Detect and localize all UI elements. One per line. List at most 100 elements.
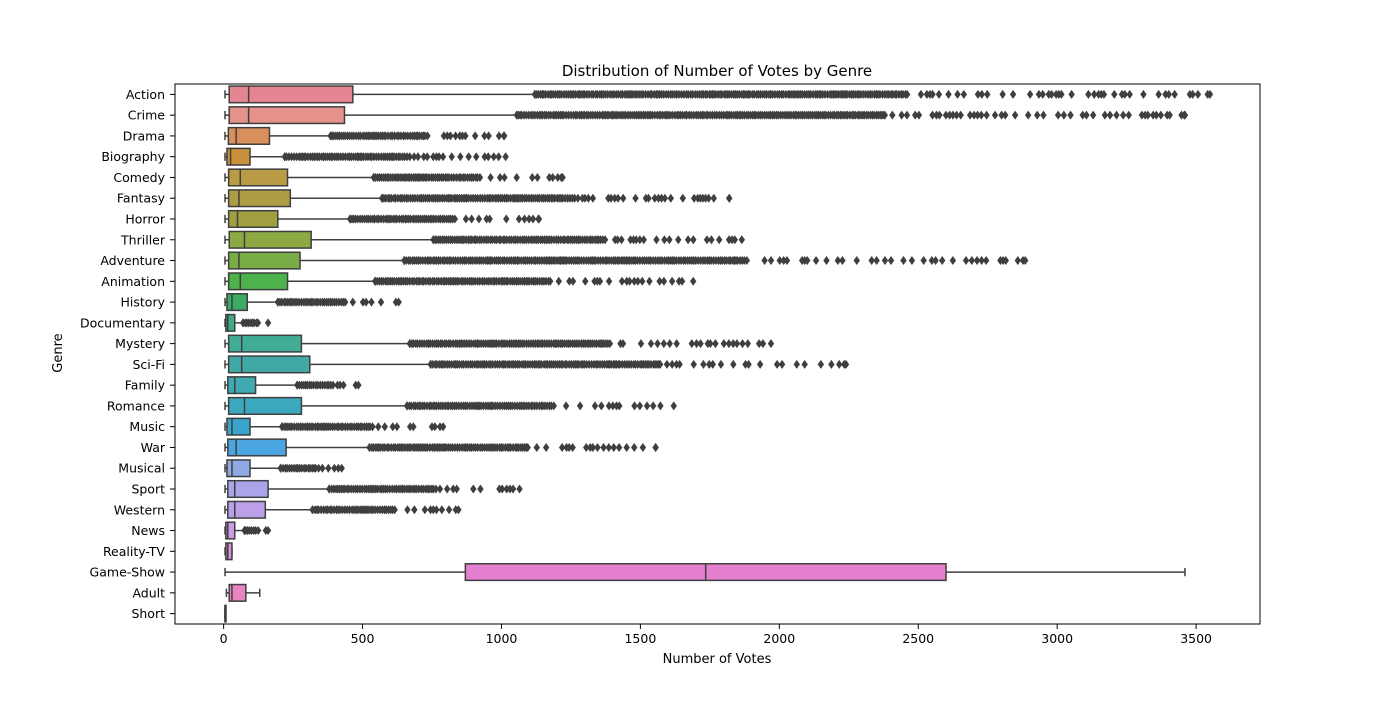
outlier-point (377, 297, 385, 307)
outlier-point (529, 214, 537, 224)
outlier-point (457, 152, 464, 162)
outlier-point (656, 276, 663, 286)
outlier-point (605, 276, 613, 286)
y-tick-label: Game-Show (90, 565, 165, 580)
outlier-point (647, 339, 655, 349)
outlier-point (920, 256, 927, 266)
y-tick-label: Drama (123, 128, 165, 143)
outlier-point (534, 172, 541, 182)
y-tick-label: Musical (118, 461, 165, 476)
y-tick-label: Documentary (80, 315, 166, 330)
outlier-point (609, 401, 617, 411)
x-tick-label: 500 (351, 631, 375, 646)
outlier-point (319, 463, 326, 473)
outlier-point (668, 359, 676, 369)
outlier-point (369, 422, 376, 432)
outlier-point (498, 484, 506, 494)
x-tick-label: 2000 (763, 631, 795, 646)
outlier-point (495, 131, 503, 141)
outlier-point (636, 235, 644, 245)
outlier-point (569, 442, 576, 452)
outlier-point (839, 256, 846, 266)
outlier-point (1100, 89, 1108, 99)
outlier-point (255, 526, 262, 536)
outlier-point (335, 463, 342, 473)
outlier-point (496, 172, 504, 182)
outlier-point (793, 359, 800, 369)
outlier-point (954, 89, 961, 99)
outlier-point (759, 339, 767, 349)
outlier-point (424, 152, 431, 162)
box-war (227, 438, 287, 457)
outlier-point (524, 442, 531, 452)
outlier-point (1119, 110, 1127, 120)
outlier-point (421, 505, 429, 515)
outlier-point (773, 359, 781, 369)
outlier-point (1113, 110, 1120, 120)
box-horror (227, 209, 279, 229)
outlier-point (465, 152, 472, 162)
outlier-point (903, 89, 911, 99)
outlier-point (978, 110, 985, 120)
outlier-point (436, 484, 444, 494)
outlier-point (928, 256, 936, 266)
outlier-point (1153, 110, 1160, 120)
outlier-point (410, 422, 417, 432)
outlier-point (1024, 110, 1032, 120)
outlier-point (978, 89, 986, 99)
outlier-point (1181, 110, 1189, 120)
outlier-point (974, 89, 982, 99)
outlier-point (509, 484, 517, 494)
outlier-point (776, 256, 783, 266)
box-fantasy (227, 189, 292, 208)
outlier-point (1138, 110, 1146, 120)
outlier-point (424, 131, 431, 141)
outlier-point (468, 214, 475, 224)
outlier-point (533, 442, 540, 452)
outlier-point (546, 172, 553, 182)
outlier-point (439, 152, 447, 162)
y-tick-label: Family (125, 378, 166, 393)
outlier-point (420, 152, 428, 162)
outlier-point (542, 442, 550, 452)
outlier-point (614, 235, 621, 245)
y-tick-label: Comedy (113, 170, 165, 185)
outlier-point (999, 89, 1006, 99)
box-comedy (227, 168, 289, 187)
y-tick-label: History (121, 295, 166, 310)
outlier-point (828, 359, 835, 369)
outlier-point (1194, 89, 1202, 99)
outlier-point (968, 256, 976, 266)
outlier-point (853, 256, 860, 266)
outlier-point (834, 256, 842, 266)
outlier-point (991, 110, 999, 120)
outlier-point (998, 110, 1005, 120)
outlier-point (438, 505, 446, 515)
outlier-point (594, 442, 601, 452)
y-tick-label: Short (131, 606, 165, 621)
outlier-point (391, 505, 398, 515)
y-tick-label: Animation (101, 274, 165, 289)
outlier-point (710, 193, 718, 203)
outlier-point (1011, 110, 1019, 120)
outlier-point (481, 152, 488, 162)
outlier-point (583, 442, 590, 452)
outlier-point (661, 193, 669, 203)
x-tick-label: 0 (220, 631, 228, 646)
outlier-point (490, 152, 497, 162)
outlier-point (615, 442, 623, 452)
box-reality-tv (225, 542, 233, 561)
outlier-point (315, 463, 322, 473)
outlier-point (462, 214, 470, 224)
outlier-point (949, 256, 957, 266)
outlier-point (435, 152, 443, 162)
outlier-point (566, 276, 573, 286)
outlier-point (1039, 89, 1046, 99)
outlier-point (631, 442, 638, 452)
outlier-point (440, 131, 448, 141)
outlier-point (660, 339, 668, 349)
outlier-point (743, 256, 751, 266)
outlier-point (756, 359, 764, 369)
outlier-point (486, 214, 493, 224)
